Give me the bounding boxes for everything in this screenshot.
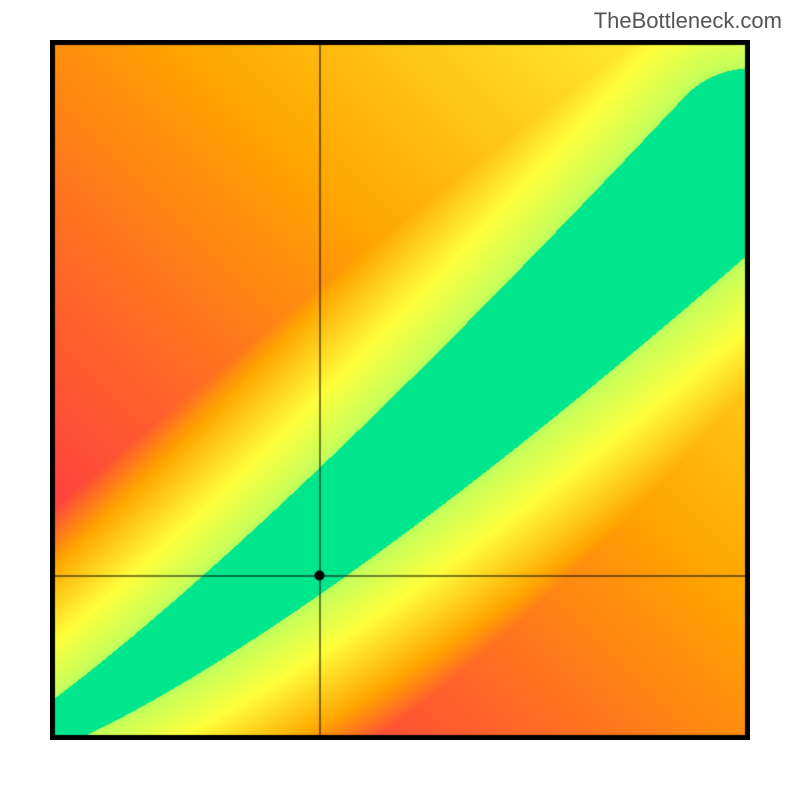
bottleneck-heatmap: [50, 40, 750, 740]
plot-frame: [50, 40, 750, 740]
chart-container: TheBottleneck.com: [0, 0, 800, 800]
attribution-label: TheBottleneck.com: [594, 8, 782, 34]
